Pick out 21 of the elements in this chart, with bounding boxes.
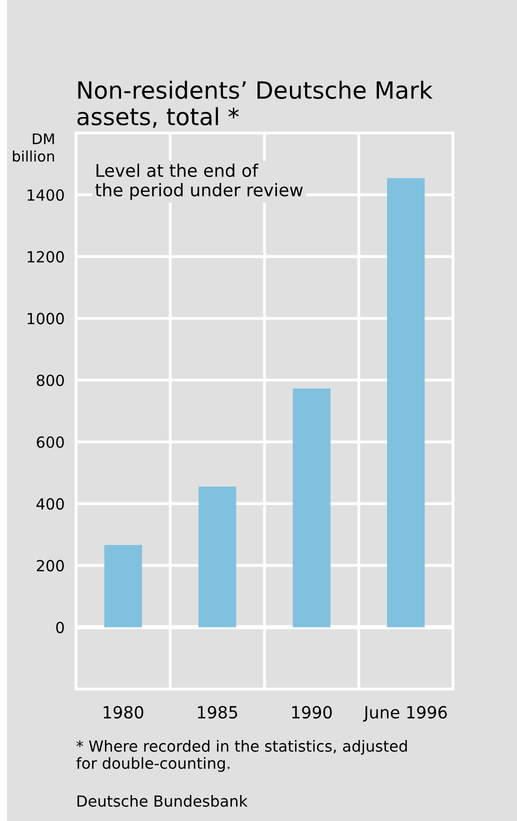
y-tick-label: 1400 — [28, 189, 64, 201]
x-tick-label: 1985 — [198, 706, 238, 719]
x-tick-label: June 1996 — [363, 706, 447, 722]
y-tick-label: 1200 — [28, 251, 64, 263]
bar — [387, 178, 425, 628]
y-tick-label: 800 — [36, 374, 64, 386]
bar — [104, 545, 142, 628]
x-tick-label: 1980 — [104, 706, 144, 719]
x-tick-label: 1990 — [292, 706, 332, 719]
bar — [292, 388, 330, 628]
y-tick-label: 200 — [36, 560, 64, 572]
y-tick-label: 600 — [36, 436, 64, 448]
text: Deutsche Bundesbank — [78, 795, 248, 807]
annotation: Level at the end of the period under review — [95, 164, 303, 200]
bar — [198, 486, 236, 628]
y-tick-label: 400 — [36, 498, 64, 510]
text: * Where recorded in the statistics, adjusted for double-counting. — [76, 740, 407, 772]
y-tick-label: 0 — [56, 622, 64, 634]
y-tick-label: 1000 — [28, 312, 64, 324]
y-axis-title: DM billion — [12, 133, 54, 162]
chart-title: Non-residents’ Deutsche Mark assets, total * — [77, 80, 433, 128]
